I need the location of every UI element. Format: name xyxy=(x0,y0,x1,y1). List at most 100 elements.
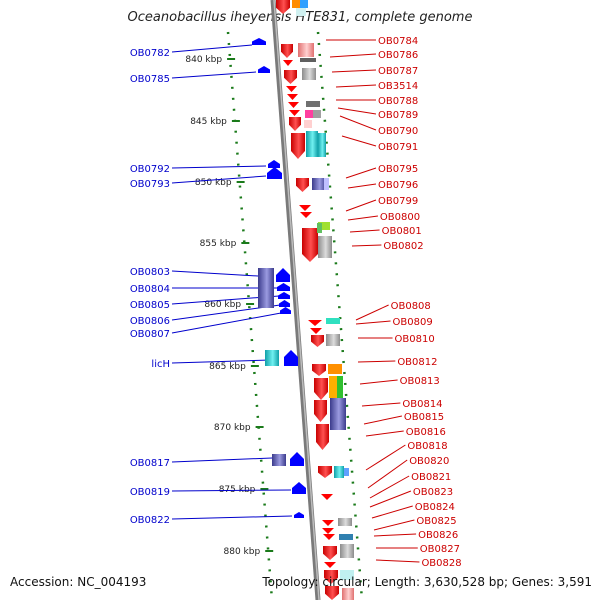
right-gene-label: OB0815 xyxy=(404,412,444,423)
left-gene-leader xyxy=(171,359,271,364)
gene-feature-red xyxy=(318,466,332,478)
right-gene-leader xyxy=(373,533,417,537)
left-gene-label: OB0792 xyxy=(130,164,170,175)
right-gene-label: OB0816 xyxy=(406,427,446,438)
right-gene-label: OB0823 xyxy=(413,487,453,498)
gene-feature-teal xyxy=(334,466,344,478)
gene-feature-green xyxy=(337,376,343,398)
right-gene-leader xyxy=(355,304,389,321)
right-gene-leader xyxy=(369,490,412,508)
gene-feature-teal xyxy=(318,133,326,157)
right-gene-leader xyxy=(345,167,377,179)
genome-axis-line xyxy=(270,0,321,600)
gene-feature-red xyxy=(325,586,339,600)
right-gene-leader xyxy=(357,360,396,363)
left-gene-leader xyxy=(171,515,293,520)
right-gene-label: OB0824 xyxy=(415,502,455,513)
left-gene-leader xyxy=(171,270,259,277)
gene-feature-blue xyxy=(276,268,290,282)
gene-chevron-red xyxy=(323,534,335,540)
gene-chevron-red xyxy=(322,528,334,534)
left-gene-label: OB0817 xyxy=(130,458,170,469)
right-gene-label: OB0813 xyxy=(400,376,440,387)
left-gene-leader xyxy=(171,312,282,334)
gene-feature-red xyxy=(281,44,293,58)
left-gene-label: OB0807 xyxy=(130,329,170,340)
gene-feature-purple xyxy=(272,454,286,466)
gene-feature-steel xyxy=(339,534,353,540)
right-gene-label: OB0801 xyxy=(382,226,422,237)
right-gene-label: OB0796 xyxy=(378,180,418,191)
right-gene-label: OB0789 xyxy=(378,110,418,121)
ruler-label: 855 kbp xyxy=(200,239,237,249)
gene-feature-red xyxy=(302,228,318,262)
right-gene-leader xyxy=(339,115,377,131)
gene-feature-red xyxy=(284,70,297,84)
right-gene-leader xyxy=(347,183,377,189)
ruler-label: 860 kbp xyxy=(204,300,241,310)
gene-chevron-red xyxy=(308,320,322,326)
gene-feature-dark xyxy=(300,58,316,62)
gene-feature-teal xyxy=(306,131,318,157)
gene-feature-pink xyxy=(298,43,314,57)
right-gene-label: OB0795 xyxy=(378,164,418,175)
ruler-label: 865 kbp xyxy=(209,362,246,372)
right-gene-leader xyxy=(367,459,408,489)
gene-feature-blue xyxy=(277,283,290,291)
ruler-label: 880 kbp xyxy=(224,547,261,557)
right-gene-label: OB0818 xyxy=(407,441,447,452)
right-gene-leader xyxy=(337,107,377,115)
genome-title: Oceanobacillus iheyensis HTE831, complet… xyxy=(127,10,473,25)
gene-feature-red xyxy=(314,378,328,400)
left-gene-label: OB0805 xyxy=(130,300,170,311)
left-gene-leader xyxy=(171,457,273,463)
gene-feature-blue xyxy=(284,350,298,366)
gene-feature-red xyxy=(324,570,338,584)
left-gene-leader xyxy=(171,44,253,53)
gene-feature-red xyxy=(291,133,305,159)
gene-feature-cyan xyxy=(340,570,354,580)
gene-feature-dark xyxy=(306,101,320,107)
right-gene-label: OB0791 xyxy=(378,142,418,153)
gene-feature-gray xyxy=(302,68,316,80)
genome-summary: Topology: circular; Length: 3,630,528 bp… xyxy=(262,575,592,589)
left-gene-label: OB0806 xyxy=(130,316,170,327)
right-gene-leader xyxy=(371,505,413,519)
gene-feature-cyan xyxy=(296,8,306,16)
gene-feature-gray xyxy=(338,518,352,526)
gene-chevron-red xyxy=(300,212,312,218)
right-gene-leader xyxy=(369,475,410,499)
right-gene-label: OB0828 xyxy=(421,558,461,569)
left-gene-label: licH xyxy=(151,359,170,370)
right-gene-label: OB0814 xyxy=(402,399,442,410)
left-gene-label: OB0803 xyxy=(130,267,170,278)
accession-label: Accession: NC_004193 xyxy=(10,575,147,589)
right-gene-leader xyxy=(373,519,415,531)
gene-feature-pink xyxy=(304,120,312,128)
gene-feature-blue xyxy=(294,512,304,518)
gene-feature-blue-light xyxy=(344,468,349,476)
right-gene-label: OB0784 xyxy=(378,36,418,47)
gene-feature-teal xyxy=(326,318,340,324)
gene-feature-red xyxy=(312,364,326,376)
gene-feature-blue xyxy=(279,300,290,307)
gene-feature-amber xyxy=(329,376,339,398)
gene-feature-purple xyxy=(312,178,326,190)
gene-feature-pink xyxy=(342,588,354,600)
right-gene-leader xyxy=(359,379,398,385)
gene-feature-gray xyxy=(340,544,354,558)
gene-feature-gray xyxy=(326,334,340,346)
right-gene-label: OB0812 xyxy=(397,357,437,368)
ruler-label: 840 kbp xyxy=(185,55,222,65)
ruler-label: 870 kbp xyxy=(214,423,251,433)
gene-chevron-red xyxy=(283,60,293,66)
gene-feature-blue xyxy=(278,292,290,299)
gene-feature-gray xyxy=(313,110,321,118)
right-gene-label: OB0802 xyxy=(383,241,423,252)
right-gene-label: OB0786 xyxy=(378,50,418,61)
gene-chevron-red xyxy=(287,94,298,100)
genome-axis-highlight xyxy=(273,0,320,600)
gene-feature-blue xyxy=(267,167,282,179)
